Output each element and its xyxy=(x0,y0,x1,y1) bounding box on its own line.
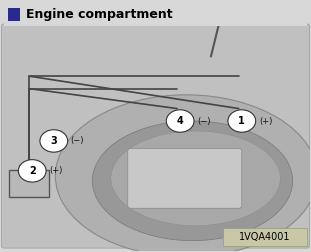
Circle shape xyxy=(18,160,46,182)
Text: (+): (+) xyxy=(49,166,63,175)
Circle shape xyxy=(166,110,194,132)
FancyBboxPatch shape xyxy=(9,170,49,197)
Circle shape xyxy=(228,110,256,132)
Ellipse shape xyxy=(55,95,311,252)
Text: (+): (+) xyxy=(259,116,272,125)
Text: 2: 2 xyxy=(29,166,35,176)
Bar xyxy=(7,8,20,21)
Text: (−): (−) xyxy=(71,136,84,145)
Ellipse shape xyxy=(92,121,293,241)
Ellipse shape xyxy=(111,131,280,226)
Bar xyxy=(4,4,307,26)
Text: 3: 3 xyxy=(50,136,57,146)
Text: 1VQA4001: 1VQA4001 xyxy=(239,232,291,242)
Bar xyxy=(223,228,307,246)
FancyBboxPatch shape xyxy=(1,24,310,248)
Text: 4: 4 xyxy=(177,116,183,126)
Circle shape xyxy=(40,130,68,152)
FancyBboxPatch shape xyxy=(128,148,242,208)
Text: (−): (−) xyxy=(197,116,211,125)
Text: Engine compartment: Engine compartment xyxy=(26,8,173,21)
Text: 1: 1 xyxy=(239,116,245,126)
